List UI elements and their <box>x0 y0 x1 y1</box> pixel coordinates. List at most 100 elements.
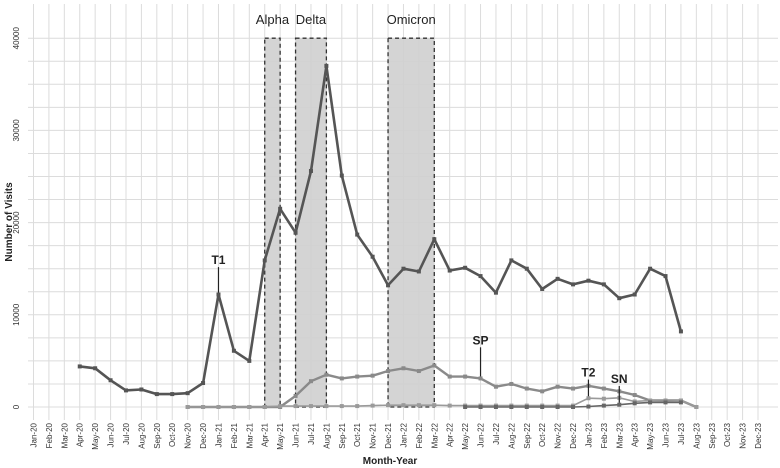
x-tick-label: Oct-23 <box>723 422 732 447</box>
series-point <box>416 403 421 408</box>
series-point <box>339 376 344 381</box>
series-point <box>586 404 591 409</box>
series-point <box>401 366 406 371</box>
x-tick-label: Mar-20 <box>60 422 69 448</box>
y-tick-label: 10000 <box>12 303 21 326</box>
series-point <box>509 381 514 386</box>
band-label: Omicron <box>387 12 436 27</box>
variant-bands: Alpha Delta Omicron <box>256 12 436 408</box>
series-point <box>586 278 591 283</box>
x-tick-label: Jul-22 <box>492 422 501 444</box>
x-tick-label: Nov-23 <box>739 422 748 448</box>
series-point <box>601 396 606 401</box>
series-point <box>493 384 498 389</box>
series-point <box>463 405 468 409</box>
series-line-3 <box>187 397 697 408</box>
series-point <box>386 403 391 408</box>
series-point <box>339 404 344 409</box>
series-point <box>571 282 576 287</box>
x-tick-label: Jun-23 <box>662 422 671 447</box>
series-point <box>463 265 468 270</box>
series-point <box>293 404 298 409</box>
x-tick-label: Aug-21 <box>322 422 331 448</box>
x-tick-label: Mar-21 <box>245 422 254 448</box>
y-axis-title: Number of Visits <box>4 182 15 262</box>
series-point <box>447 268 452 273</box>
x-tick-label: Dec-22 <box>569 422 578 448</box>
x-tick-label: Jan-23 <box>584 422 593 447</box>
y-tick-labels: 0 10000 20000 30000 40000 <box>12 27 21 410</box>
series-point <box>571 405 576 409</box>
x-tick-label: Jul-21 <box>307 422 316 444</box>
band-label: Delta <box>296 12 327 27</box>
x-tick-label: Dec-21 <box>384 422 393 448</box>
series-point <box>694 405 699 409</box>
series-point <box>370 403 375 408</box>
series-point <box>355 404 360 409</box>
series-point <box>278 206 283 211</box>
series-point <box>632 292 637 297</box>
x-tick-label: Sep-22 <box>523 422 532 448</box>
series-point <box>401 403 406 408</box>
annotation-label: SN <box>611 372 628 386</box>
x-tick-label: Feb-22 <box>415 422 424 448</box>
x-tick-label: Jun-20 <box>107 422 116 447</box>
annotation-label: T2 <box>581 366 595 380</box>
series-point <box>601 282 606 287</box>
series-point <box>355 374 360 379</box>
series-point <box>123 388 128 393</box>
series-point <box>139 387 144 392</box>
series-point <box>231 348 236 353</box>
series-point <box>540 405 545 409</box>
series-point <box>663 400 668 405</box>
x-tick-label: May-21 <box>276 422 285 449</box>
series-point <box>308 168 313 173</box>
x-tick-label: Sep-23 <box>708 422 717 448</box>
x-tick-label: Sep-21 <box>338 422 347 448</box>
series-point <box>463 374 468 379</box>
series-point <box>201 381 206 386</box>
x-tick-label: Feb-23 <box>600 422 609 448</box>
x-tick-label: Jan-21 <box>214 422 223 447</box>
series-point <box>509 405 514 409</box>
series-point <box>601 386 606 391</box>
y-tick-label: 0 <box>12 404 21 409</box>
series-point <box>370 254 375 259</box>
series-point <box>93 366 98 371</box>
series-point <box>648 400 653 405</box>
x-tick-label: May-20 <box>91 422 100 449</box>
series-point <box>308 404 313 409</box>
series-point <box>216 292 221 297</box>
series-point <box>555 384 560 389</box>
x-tick-label: Dec-23 <box>754 422 763 448</box>
x-tick-label: Feb-21 <box>230 422 239 448</box>
y-tick-label: 20000 <box>12 211 21 234</box>
x-tick-label: May-22 <box>461 422 470 449</box>
series-point <box>278 404 283 409</box>
x-tick-label: Apr-22 <box>446 422 455 447</box>
x-tick-label: Jan-20 <box>30 422 39 447</box>
series-point <box>293 393 298 398</box>
series-point <box>555 405 560 409</box>
series-point <box>386 283 391 288</box>
series-point <box>247 405 252 409</box>
variant-band <box>387 37 435 408</box>
x-tick-label: Nov-20 <box>184 422 193 448</box>
series-point <box>524 386 529 391</box>
series-point <box>339 173 344 178</box>
series-point <box>247 358 252 363</box>
series-point <box>416 269 421 274</box>
series-point <box>370 373 375 378</box>
x-tick-label: Sep-20 <box>153 422 162 448</box>
annotations: T1 SP T2 SN <box>211 253 628 403</box>
x-tick-label: Jan-22 <box>399 422 408 447</box>
y-tick-label: 40000 <box>12 27 21 50</box>
series-point <box>524 405 529 409</box>
series-point <box>432 403 437 408</box>
series-point <box>617 296 622 301</box>
series-point <box>586 396 591 401</box>
series-point <box>617 402 622 407</box>
x-tick-label: Aug-20 <box>137 422 146 448</box>
x-tick-label: Apr-23 <box>631 422 640 447</box>
x-tick-label: Aug-23 <box>692 422 701 448</box>
